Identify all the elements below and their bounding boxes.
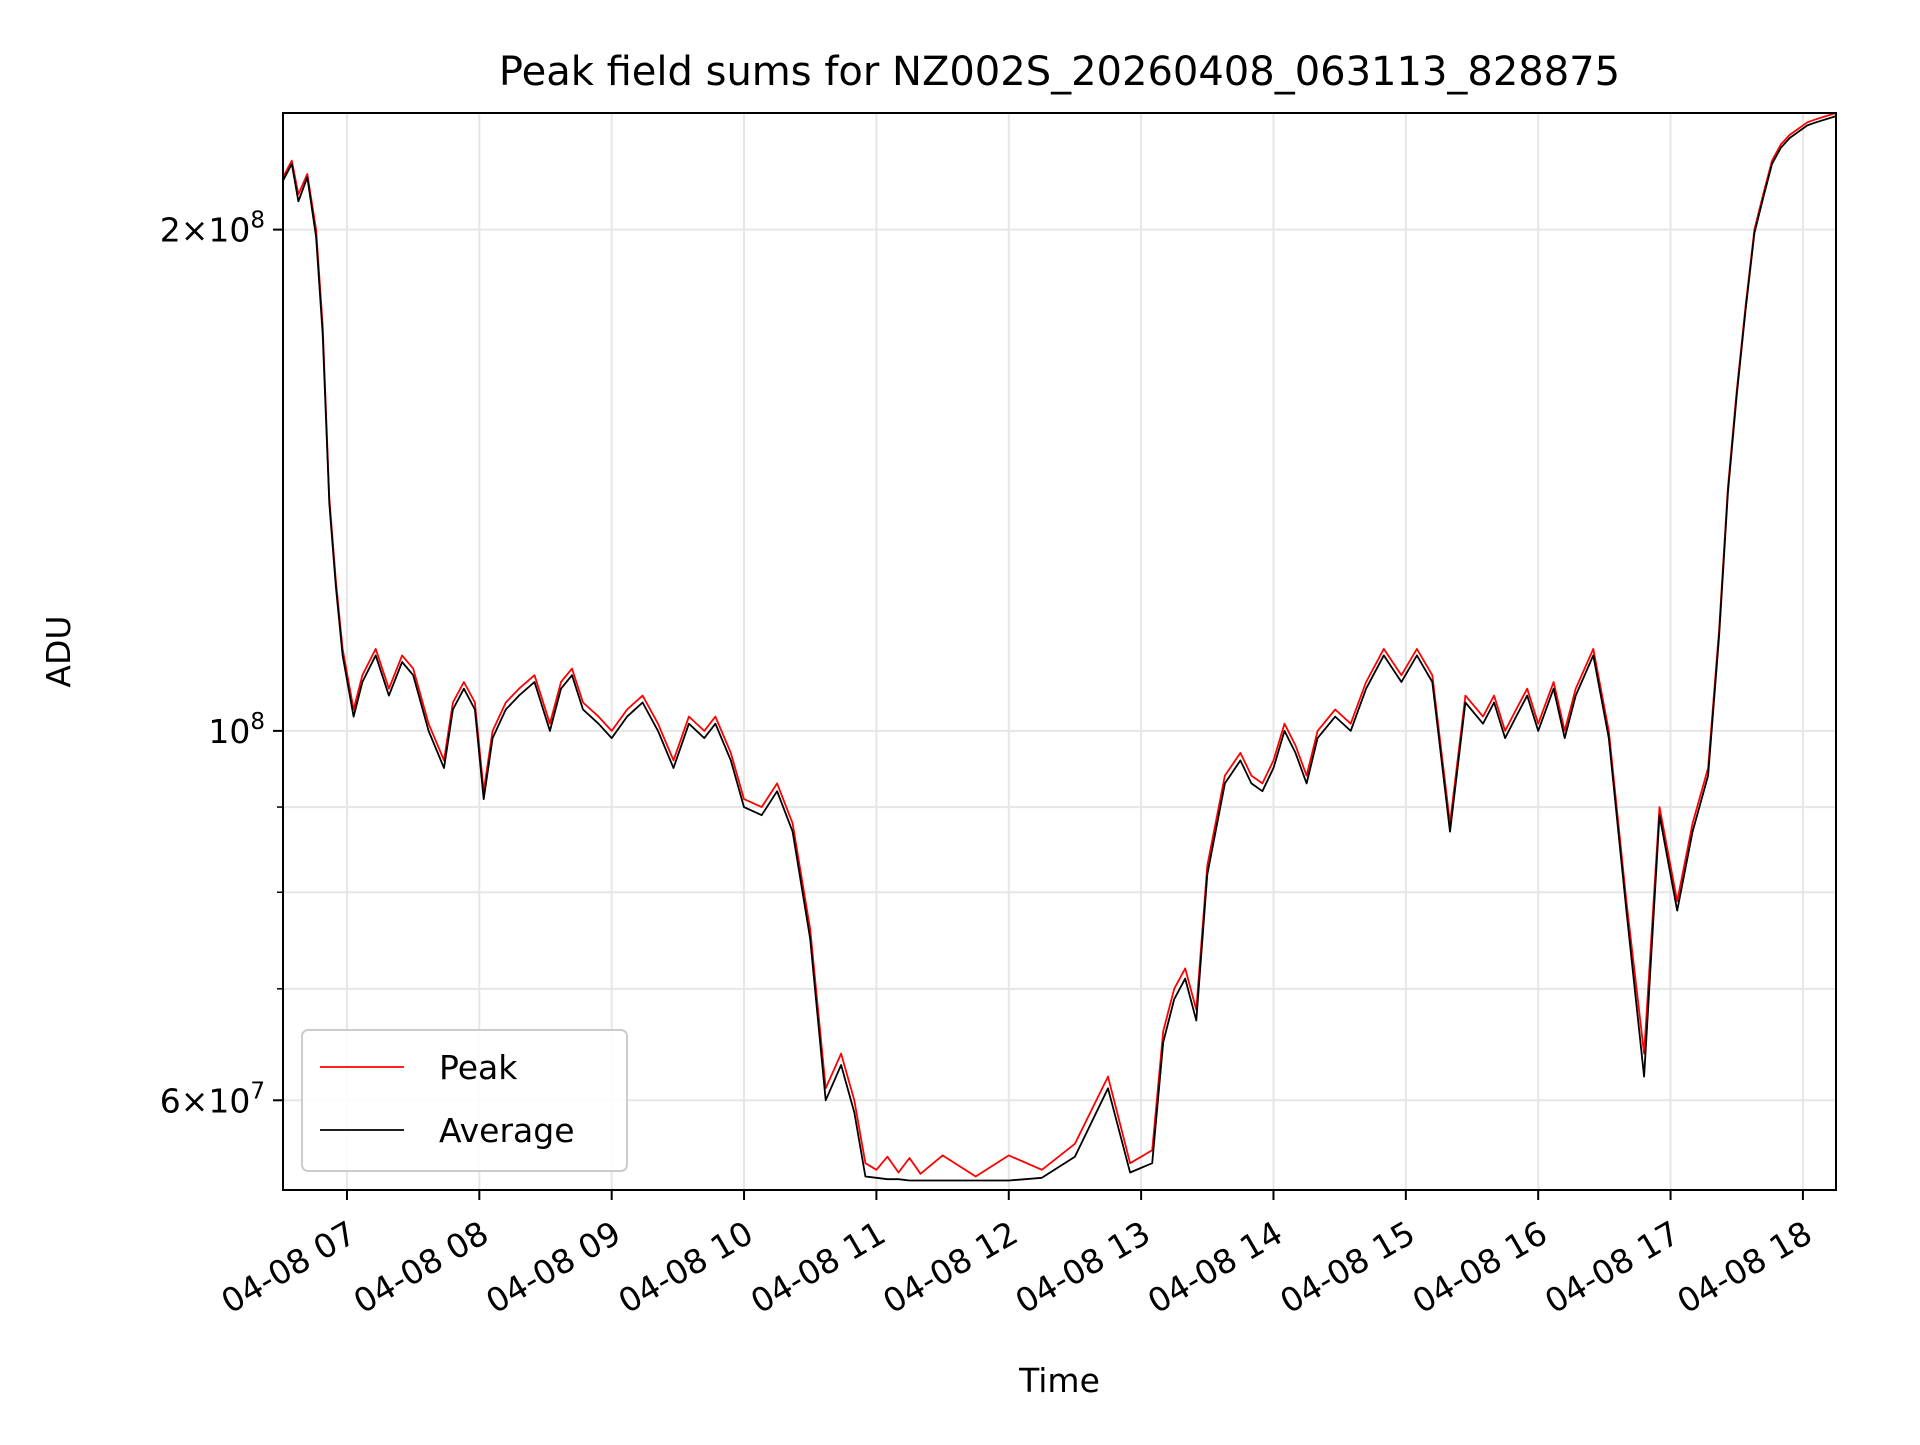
legend: Peak Average — [301, 1029, 628, 1172]
legend-box — [301, 1029, 628, 1172]
x-tick-label: 04-08 08 — [347, 1213, 495, 1321]
legend-label-average: Average — [439, 1111, 575, 1150]
x-tick-label: 04-08 15 — [1273, 1213, 1421, 1321]
x-tick-label: 04-08 12 — [876, 1213, 1024, 1321]
x-axis-label: Time — [1018, 1361, 1100, 1400]
x-tick-label: 04-08 09 — [479, 1213, 627, 1321]
y-tick-label: 108 — [208, 709, 265, 751]
plot-frame — [282, 112, 1837, 1191]
y-tick-label: 6×107 — [160, 1078, 265, 1120]
series-line-peak — [282, 112, 1837, 1178]
grid — [283, 113, 1836, 1190]
legend-label-peak: Peak — [439, 1048, 518, 1087]
chart-title: Peak field sums for NZ002S_20260408_0631… — [499, 49, 1620, 95]
x-tick-label: 04-08 07 — [215, 1213, 363, 1321]
y-tick-label: 2×108 — [160, 208, 265, 250]
x-tick-label: 04-08 18 — [1670, 1213, 1818, 1321]
x-tick-label: 04-08 16 — [1406, 1213, 1554, 1321]
x-tick-label: 04-08 11 — [744, 1213, 892, 1321]
x-tick-label: 04-08 10 — [612, 1213, 760, 1321]
series-lines — [282, 112, 1837, 1182]
series-line-average — [282, 115, 1837, 1182]
y-axis-label: ADU — [39, 615, 78, 687]
x-tick-label: 04-08 13 — [1009, 1213, 1157, 1321]
x-tick-label: 04-08 14 — [1141, 1213, 1289, 1321]
x-tick-label: 04-08 17 — [1538, 1213, 1686, 1321]
